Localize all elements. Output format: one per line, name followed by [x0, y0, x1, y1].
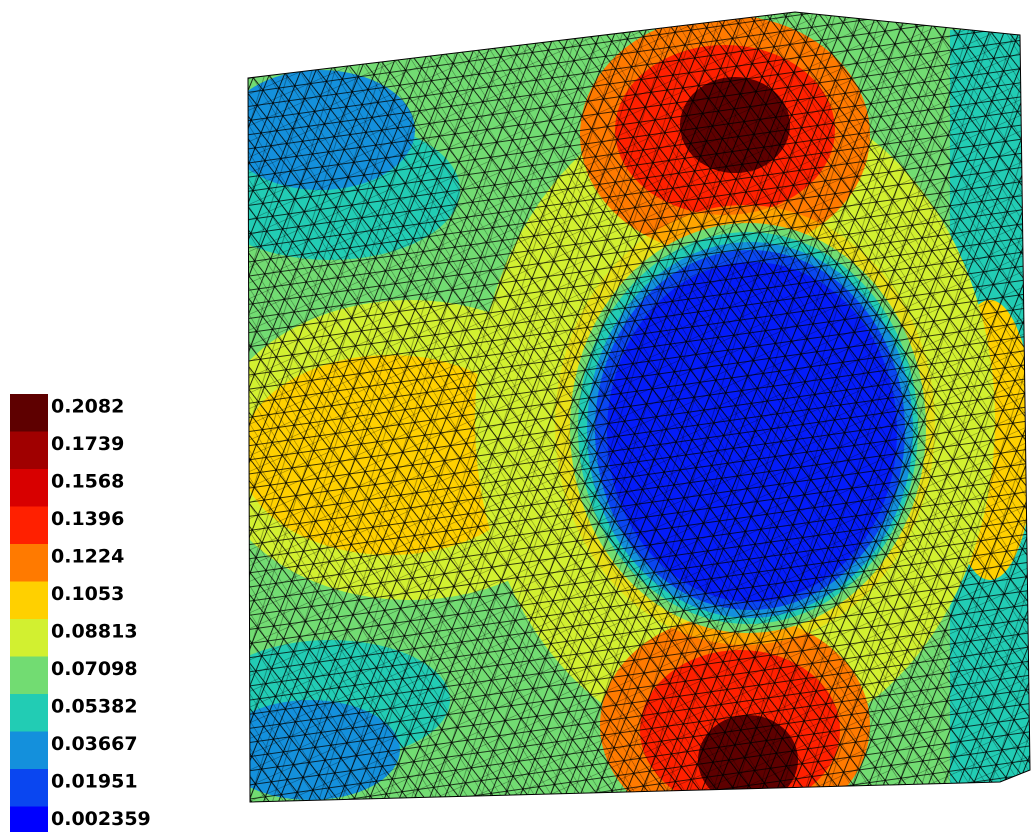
color-swatch: [10, 731, 48, 770]
color-swatch: [10, 431, 48, 470]
level-label: 0.03667: [51, 733, 138, 755]
color-swatch: [10, 619, 48, 657]
colorbar: 0.2082 0.1739 0.1568 0.1396 0.1224 0.1053 0.08…: [10, 394, 151, 832]
color-swatch: [10, 469, 48, 507]
color-swatch: [10, 581, 48, 620]
color-swatch: [10, 656, 48, 695]
level-label: 0.07098: [51, 658, 138, 680]
level-label: 0.1739: [51, 433, 124, 455]
color-swatch: [10, 394, 48, 432]
level-label: 0.2082: [51, 396, 124, 418]
level-label: 0.1053: [51, 583, 124, 605]
level-label: 0.08813: [51, 621, 138, 643]
level-label: 0.1396: [51, 508, 124, 530]
color-swatch: [10, 544, 48, 582]
level-label: 0.05382: [51, 696, 138, 718]
block-outline: [247, 11, 1031, 803]
level-label: 0.1224: [51, 546, 124, 568]
color-swatch: [10, 806, 48, 832]
level-label: 0.002359: [51, 808, 151, 830]
level-label: 0.01951: [51, 771, 138, 793]
mesh-plot: [248, 12, 1030, 802]
color-swatch: [10, 694, 48, 732]
color-swatch: [10, 769, 48, 807]
color-swatch: [10, 506, 48, 545]
level-label: 0.1568: [51, 471, 124, 493]
